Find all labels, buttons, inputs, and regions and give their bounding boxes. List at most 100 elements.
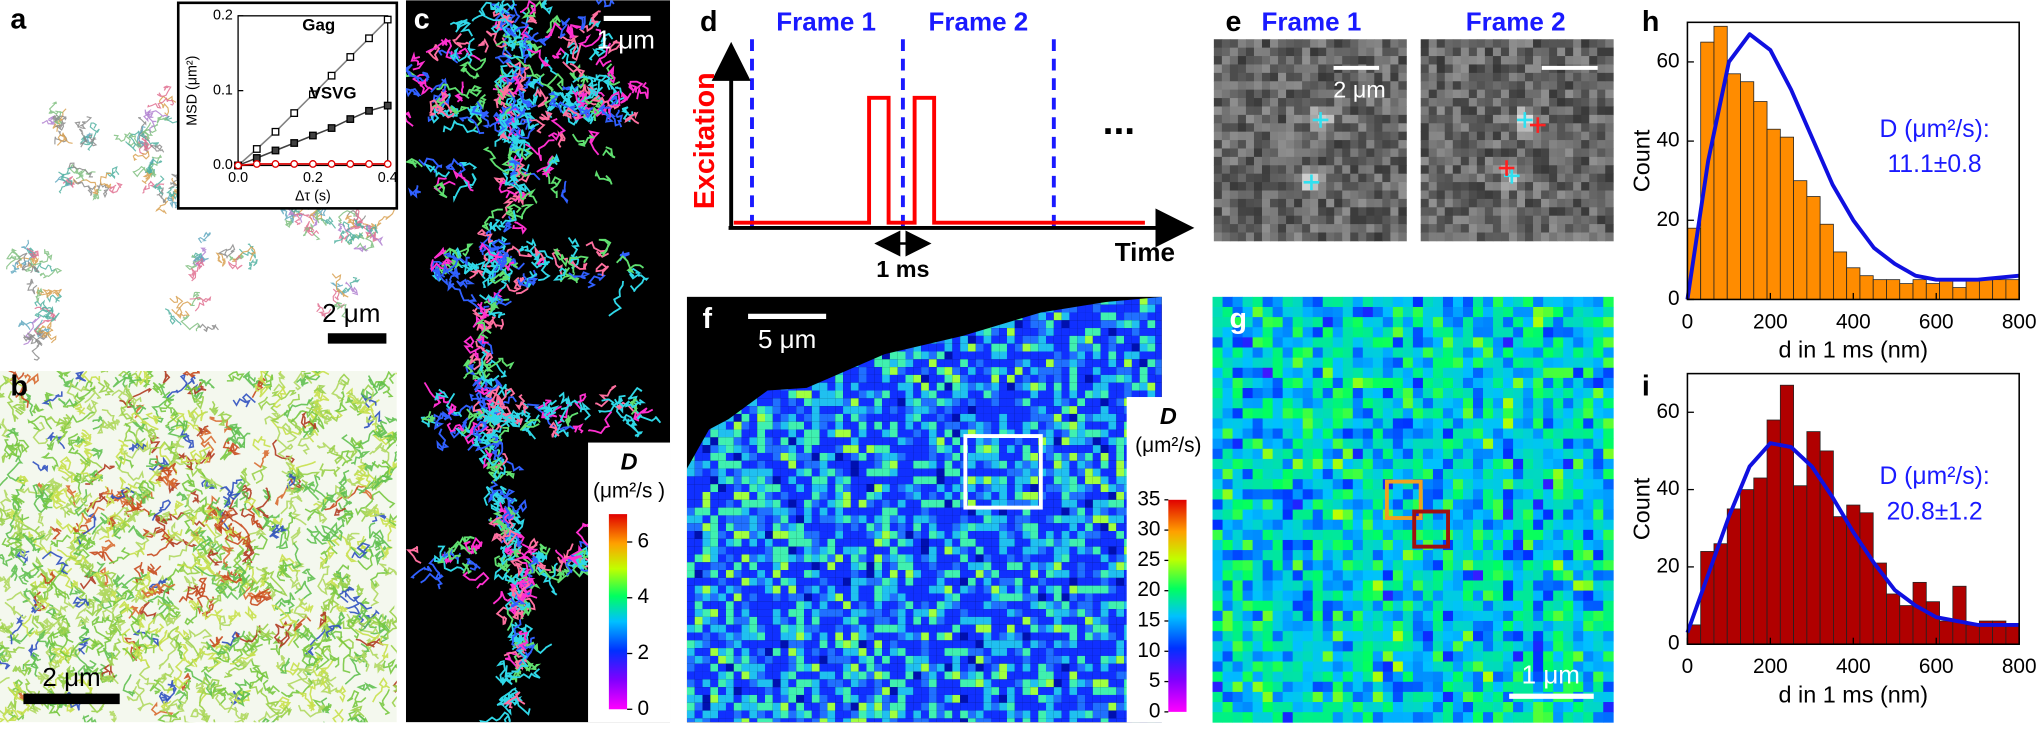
pixel: [1597, 157, 1605, 166]
pixel: [859, 531, 867, 539]
pixel: [866, 648, 874, 656]
pixel: [1254, 157, 1262, 166]
pixel: [1358, 157, 1366, 166]
pixel: [866, 383, 874, 391]
pixel: [1278, 216, 1286, 225]
pixel: [765, 718, 773, 726]
pixel: [703, 633, 711, 641]
pixel: [866, 640, 874, 648]
pixel: [695, 617, 703, 625]
pixel: [835, 476, 843, 484]
pixel: [898, 406, 906, 414]
pixel: [1374, 140, 1382, 149]
pixel: [913, 711, 921, 719]
pixel: [1445, 216, 1453, 225]
pixel: [859, 383, 867, 391]
pixel: [1286, 148, 1294, 157]
pixel: [812, 640, 820, 648]
pixel: [796, 547, 804, 555]
pixel: [1589, 199, 1597, 208]
pixel: [945, 523, 953, 531]
pixel: [1390, 73, 1398, 82]
pixel: [937, 672, 945, 680]
trajectory: [346, 216, 355, 228]
pixel: [1477, 39, 1485, 48]
pixel: [687, 640, 695, 648]
pixel: [843, 554, 851, 562]
pixel: [874, 625, 882, 633]
pixel: [929, 679, 937, 687]
pixel: [859, 562, 867, 570]
pixel: [1541, 115, 1549, 124]
pixel: [1605, 157, 1613, 166]
pixel: [749, 430, 757, 438]
pixel: [1270, 64, 1278, 73]
pixel: [859, 547, 867, 555]
pixel: [1230, 48, 1238, 57]
pixel: [827, 625, 835, 633]
pixel: [906, 437, 914, 445]
pixel: [945, 617, 953, 625]
pixel: [851, 469, 859, 477]
pixel: [1366, 140, 1374, 149]
pixel: [1469, 98, 1477, 107]
pixel: [906, 695, 914, 703]
pixel: [890, 508, 898, 516]
pixel: [812, 562, 820, 570]
pixel: [929, 687, 937, 695]
pixel: [1398, 90, 1406, 99]
pixel: [882, 586, 890, 594]
pixel: [742, 500, 750, 508]
pixel: [1246, 64, 1254, 73]
pixel: [773, 578, 781, 586]
pixel: [937, 398, 945, 406]
pixel: [1246, 199, 1254, 208]
pixel: [898, 508, 906, 516]
pixel: [1374, 207, 1382, 216]
pixel: [906, 547, 914, 555]
pixel: [913, 679, 921, 687]
pixel: [1382, 48, 1390, 57]
pixel: [1493, 39, 1501, 48]
pixel: [1326, 140, 1334, 149]
pixel: [1366, 224, 1374, 233]
pixel: [1557, 157, 1565, 166]
pixel: [851, 617, 859, 625]
pixel: [812, 656, 820, 664]
pixel: [851, 586, 859, 594]
pixel: [1238, 182, 1246, 191]
pixel: [968, 375, 976, 383]
pixel: [734, 640, 742, 648]
pixel: [703, 711, 711, 719]
pixel: [1382, 157, 1390, 166]
pixel: [937, 500, 945, 508]
pixel: [1222, 224, 1230, 233]
pixel: [859, 367, 867, 375]
pixel: [765, 617, 773, 625]
pixel: [726, 430, 734, 438]
pixel: [749, 476, 757, 484]
pixel: [710, 601, 718, 609]
pixel: [695, 640, 703, 648]
pixel: [1445, 39, 1453, 48]
pixel: [1246, 148, 1254, 157]
pixel: [945, 633, 953, 641]
pixel: [1597, 81, 1605, 90]
pixel: [1581, 190, 1589, 199]
pixel: [812, 422, 820, 430]
pixel: [788, 695, 796, 703]
pixel: [1533, 165, 1541, 174]
pixel: [1270, 148, 1278, 157]
pixel: [1461, 90, 1469, 99]
pixel: [898, 648, 906, 656]
pixel: [1382, 148, 1390, 157]
pixel: [1509, 56, 1517, 65]
pixel: [734, 531, 742, 539]
pixel: [851, 484, 859, 492]
pixel: [742, 711, 750, 719]
pixel: [749, 617, 757, 625]
pixel: [1517, 48, 1525, 57]
pixel: [796, 562, 804, 570]
pixel: [757, 484, 765, 492]
pixel: [749, 586, 757, 594]
